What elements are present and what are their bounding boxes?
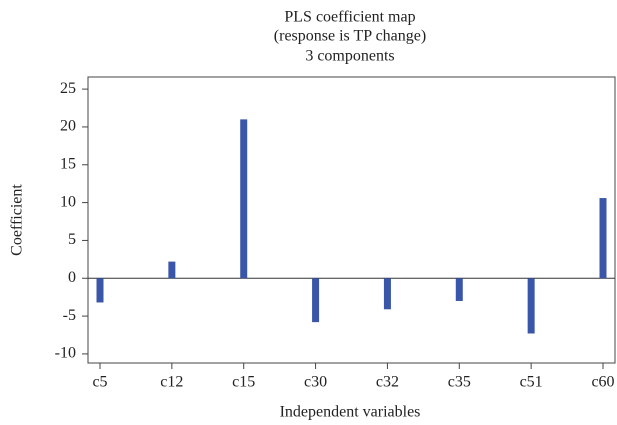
y-tick-label: 15 [60,155,76,172]
x-tick-label: c60 [591,374,614,391]
y-tick-label: 0 [68,269,76,286]
x-tick-label: c5 [92,374,107,391]
y-tick-label: 20 [60,118,76,135]
bar [599,198,607,279]
y-tick-label: 5 [68,231,76,248]
bar [527,278,535,334]
bar [312,278,320,323]
bar [168,261,176,279]
x-tick-label: c32 [376,374,399,391]
x-tick-label: c12 [160,374,183,391]
x-axis-label: Independent variables [280,404,421,421]
bar [455,278,463,301]
chart-subtitle: (response is TP change) [274,28,426,45]
y-tick-label: 25 [60,80,76,97]
y-tick-label: -5 [63,307,76,324]
bar [96,278,104,303]
bar [383,278,391,310]
plot-frame [87,76,616,364]
x-tick-label: c35 [448,374,471,391]
x-tick-label: c15 [232,374,255,391]
bar [240,119,248,279]
x-tick-label: c30 [304,374,327,391]
y-tick-label: 10 [60,193,76,210]
y-axis-label: Coefficient [9,184,26,256]
chart-title: PLS coefficient map [284,9,415,26]
y-tick-label: -10 [55,345,76,362]
x-tick-label: c51 [520,374,543,391]
chart-subtitle: 3 components [305,48,394,65]
